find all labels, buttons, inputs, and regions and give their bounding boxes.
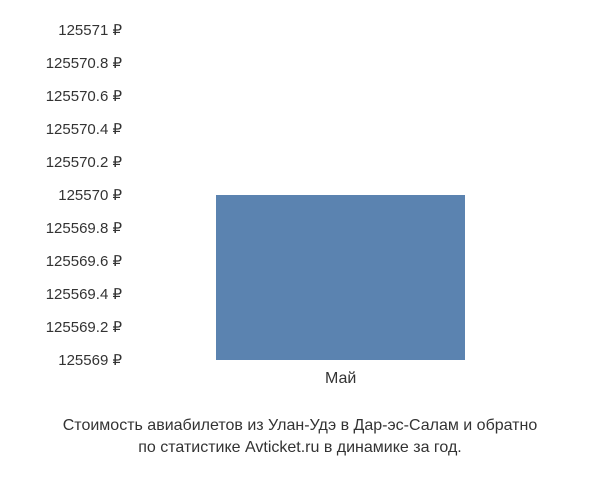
bar — [216, 195, 465, 360]
y-tick-label: 125570.2 ₽ — [46, 153, 122, 171]
x-tick-label: Май — [325, 370, 356, 388]
chart-caption: Стоимость авиабилетов из Улан-Удэ в Дар-… — [0, 415, 600, 460]
caption-line-1: Стоимость авиабилетов из Улан-Удэ в Дар-… — [20, 415, 580, 437]
y-tick-label: 125570.8 ₽ — [46, 54, 122, 72]
x-axis: Май — [130, 365, 560, 395]
plot-area — [130, 30, 560, 360]
y-tick-label: 125570.6 ₽ — [46, 87, 122, 105]
y-tick-label: 125569.8 ₽ — [46, 219, 122, 237]
price-chart: 125569 ₽ 125569.2 ₽ 125569.4 ₽ 125569.6 ₽ 12… — [0, 0, 600, 500]
y-tick-label: 125569 ₽ — [58, 351, 122, 369]
y-tick-label: 125569.4 ₽ — [46, 285, 122, 303]
y-tick-label: 125570 ₽ — [58, 186, 122, 204]
caption-line-2: по статистике Avticket.ru в динамике за … — [20, 437, 580, 459]
y-tick-label: 125571 ₽ — [58, 21, 122, 39]
y-tick-label: 125569.6 ₽ — [46, 252, 122, 270]
y-tick-label: 125570.4 ₽ — [46, 120, 122, 138]
y-tick-label: 125569.2 ₽ — [46, 318, 122, 336]
y-axis: 125569 ₽125569.2 ₽125569.4 ₽125569.6 ₽12… — [0, 30, 130, 360]
